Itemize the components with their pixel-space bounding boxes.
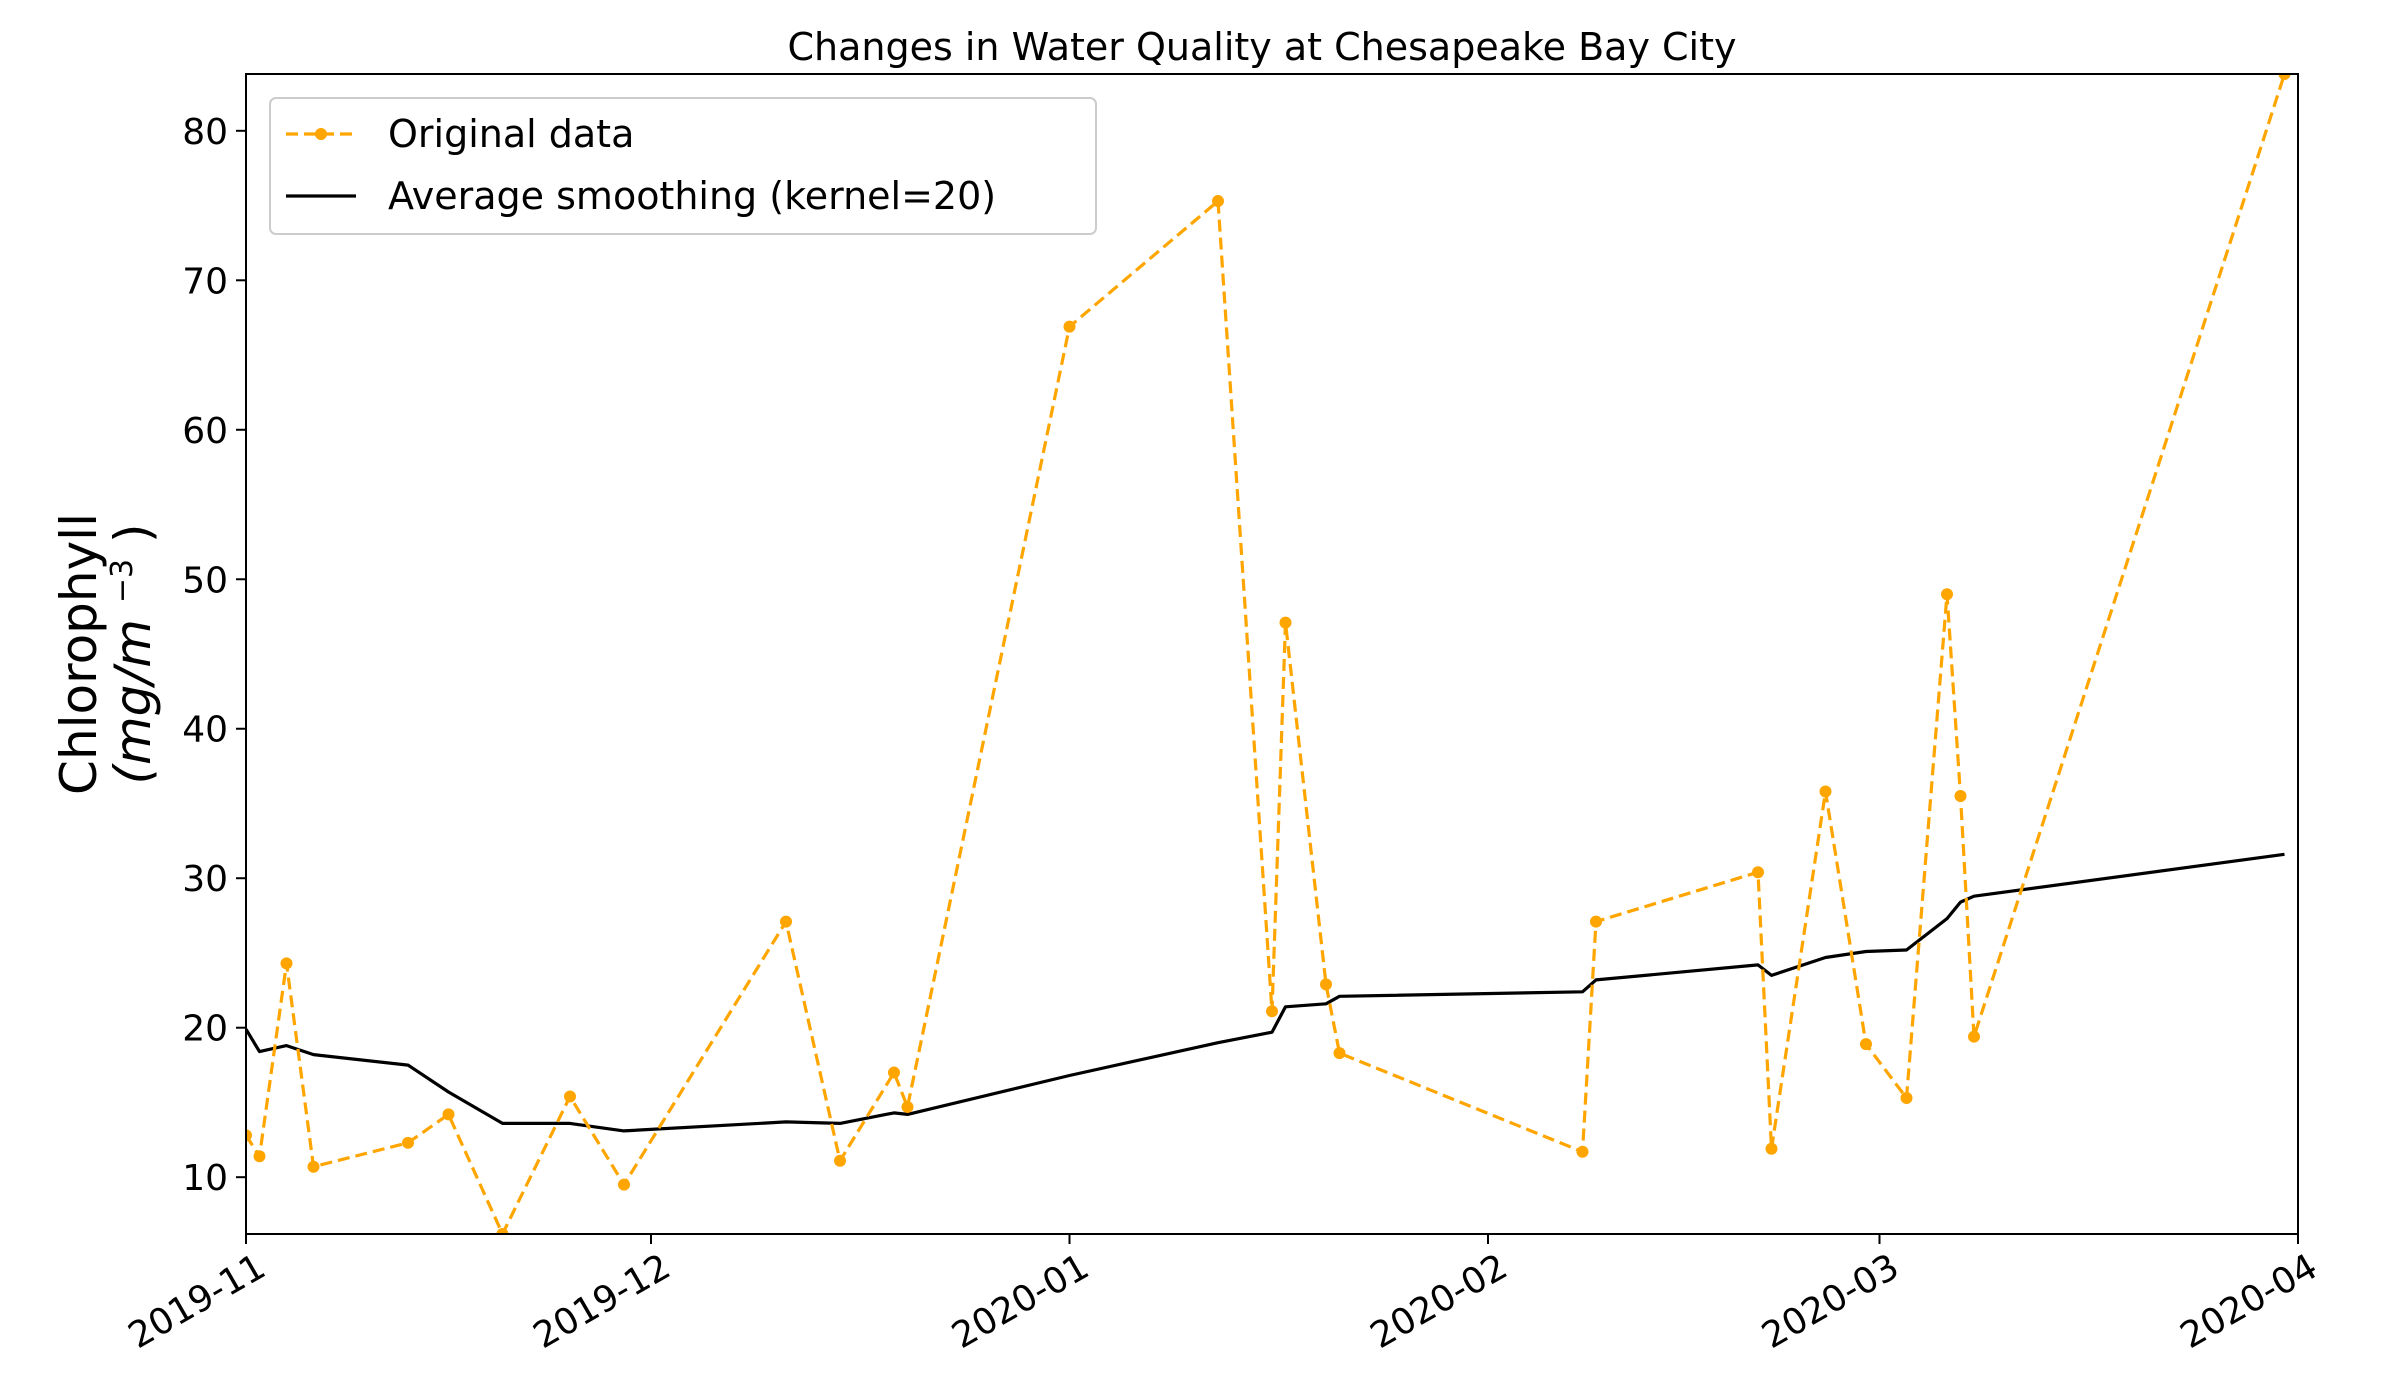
data-point-original-23 (1819, 785, 1832, 798)
data-point-original-14 (1212, 195, 1224, 208)
plot-series-group (246, 74, 2291, 1234)
y-axis-label-unit: (mg/m −3 ) (86, 523, 162, 784)
y-axis-unit-close: ) (104, 523, 162, 543)
data-point-original-15 (1266, 1005, 1278, 1018)
data-point-original-19 (1576, 1145, 1589, 1158)
data-point-original-7 (564, 1090, 576, 1103)
y-axis-unit-text: (mg/m (104, 619, 162, 785)
data-point-original-24 (1860, 1038, 1872, 1051)
x-tick-label-2019-12: 2019-12 (527, 1246, 678, 1357)
data-point-original-8 (618, 1178, 630, 1191)
data-point-original-12 (901, 1100, 914, 1113)
y-axis-label: Chlorophyll (50, 513, 108, 795)
data-point-original-10 (834, 1154, 846, 1167)
data-point-original-1 (253, 1150, 266, 1163)
data-point-original-16 (1279, 616, 1292, 629)
y-axis-unit-exponent: −3 (105, 559, 140, 603)
y-tick-label-30: 30 (182, 859, 228, 900)
x-tick-label-2020-02: 2020-02 (1364, 1246, 1515, 1357)
legend: Original data Average smoothing (kernel=2… (269, 97, 1097, 235)
data-point-original-28 (1968, 1030, 1980, 1043)
data-point-original-18 (1333, 1047, 1346, 1060)
data-point-original-27 (1954, 790, 1967, 803)
x-tick-label-2020-03: 2020-03 (1755, 1246, 1906, 1357)
data-point-original-29 (2278, 74, 2291, 80)
legend-box (269, 97, 1097, 235)
y-tick-label-80: 80 (182, 112, 228, 153)
y-tick-label-40: 40 (182, 710, 228, 751)
plot-frame (245, 73, 2299, 1235)
data-point-original-9 (780, 915, 792, 928)
x-tick-label-2020-04: 2020-04 (2174, 1246, 2325, 1357)
series-line-original-data (246, 74, 2287, 1234)
legend-marker-0 (315, 128, 327, 140)
series-line-average-smoothing (246, 852, 2285, 1133)
data-point-original-22 (1765, 1142, 1778, 1155)
plot-area (246, 74, 2291, 1234)
data-point-original-6 (496, 1228, 509, 1234)
y-tick-label-60: 60 (182, 411, 228, 452)
data-point-original-20 (1590, 915, 1602, 928)
y-tick-label-50: 50 (182, 560, 228, 601)
data-point-original-11 (888, 1066, 900, 1079)
chart-title: Changes in Water Quality at Chesapeake B… (788, 25, 1737, 69)
data-point-original-2 (280, 957, 293, 970)
data-point-original-17 (1320, 978, 1332, 991)
data-point-original-26 (1941, 588, 1953, 601)
y-axis-label-line1: Chlorophyll (50, 513, 108, 795)
data-point-original-4 (402, 1136, 414, 1149)
y-tick-label-20: 20 (182, 1009, 228, 1050)
y-tick-label-70: 70 (182, 261, 228, 302)
data-point-original-3 (307, 1160, 320, 1173)
data-point-original-25 (1900, 1091, 1913, 1104)
x-tick-label-2019-11: 2019-11 (122, 1246, 273, 1357)
legend-label-0: Original data (388, 112, 634, 156)
x-tick-label-2020-01: 2020-01 (945, 1246, 1096, 1357)
data-point-original-0 (246, 1129, 252, 1142)
y-tick-label-10: 10 (182, 1158, 228, 1199)
data-point-original-13 (1063, 320, 1076, 333)
data-point-original-21 (1752, 866, 1764, 879)
data-point-original-5 (442, 1108, 455, 1121)
legend-label-1: Average smoothing (kernel=20) (388, 174, 996, 218)
